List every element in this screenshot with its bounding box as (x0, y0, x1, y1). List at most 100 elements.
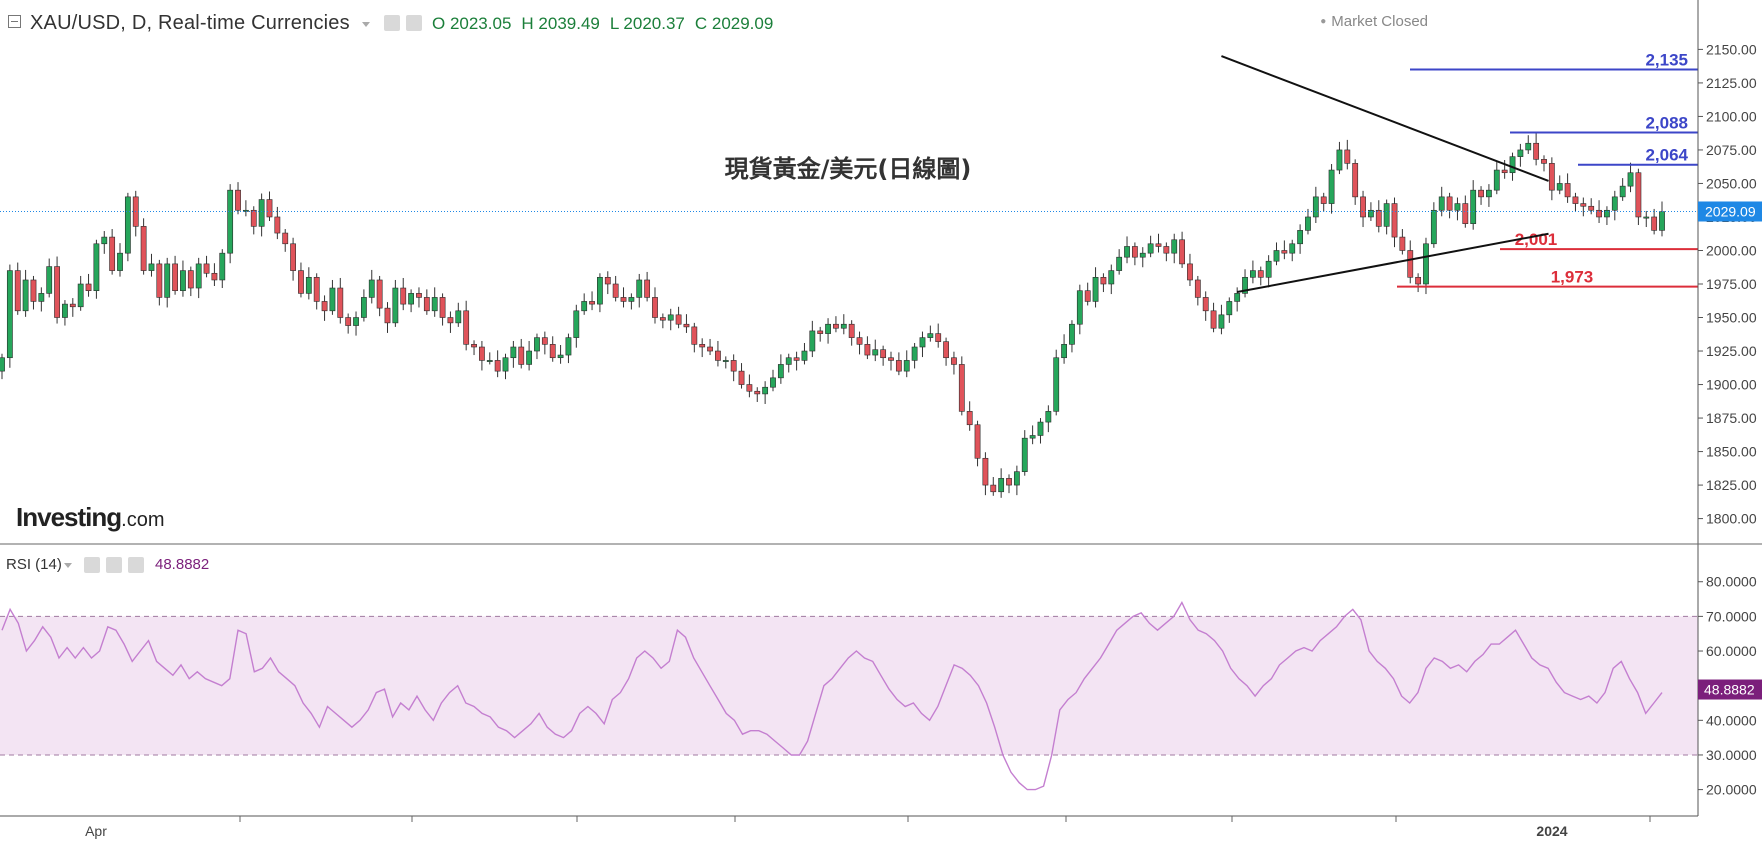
candle-body (345, 317, 352, 326)
candle-body (38, 293, 45, 302)
candle-body (1383, 203, 1390, 227)
candle-body (494, 360, 501, 372)
symbol-dropdown-icon[interactable] (362, 22, 370, 27)
high-value: H 2039.49 (521, 14, 600, 33)
candle-body (1289, 243, 1296, 254)
candle-body (1430, 209, 1437, 245)
candle-body (943, 341, 949, 359)
rsi-settings-icon[interactable] (106, 557, 122, 573)
candle-body (172, 263, 178, 292)
trendline (1221, 55, 1549, 182)
last-price-label: 2029.09 (1705, 203, 1756, 219)
candle-body (1100, 276, 1107, 285)
candle-body (644, 279, 651, 298)
candle-body (360, 297, 367, 318)
candle-body (203, 263, 210, 274)
candle-body (628, 297, 635, 302)
candle-body (227, 189, 234, 254)
price-tick-label: 2125.00 (1706, 75, 1757, 91)
candle-body (305, 276, 312, 294)
candle-body (1139, 252, 1146, 258)
candle-body (1187, 263, 1193, 281)
low-value: L 2020.37 (609, 14, 685, 33)
candle-body (250, 209, 257, 227)
level-label: 2,064 (1645, 146, 1688, 165)
rsi-value-tag (1698, 679, 1762, 700)
rsi-axis[interactable]: 80.000070.000060.000050.000040.000030.00… (1698, 574, 1762, 798)
candle-body (447, 317, 454, 324)
time-axis[interactable]: Apr 2024 (85, 816, 1651, 839)
candle-body (636, 279, 643, 298)
candle-body (801, 350, 808, 361)
rsi-dropdown-icon[interactable] (64, 563, 72, 568)
candle-body (856, 337, 863, 345)
candle-body (376, 279, 383, 309)
rsi-tick-label: 30.0000 (1706, 747, 1757, 763)
rsi-tick-label: 40.0000 (1706, 712, 1757, 728)
symbol-label[interactable]: XAU/USD, D, Real-time Currencies (30, 12, 350, 34)
rsi-visibility-icon[interactable] (84, 557, 100, 573)
candle-body (62, 303, 68, 318)
candle-body (935, 333, 942, 342)
candle-body (148, 263, 155, 271)
candle-body (1541, 159, 1547, 164)
price-axis[interactable]: 2150.002125.002100.002075.002050.002025.… (1698, 41, 1762, 527)
price-tick-label: 1825.00 (1706, 477, 1757, 493)
candle-body (1320, 196, 1327, 204)
candle-body (715, 350, 721, 361)
time-tick-label: 2024 (1536, 823, 1567, 839)
settings-icon[interactable] (406, 15, 422, 31)
candle-body (667, 314, 674, 321)
candle-body (888, 357, 894, 361)
rsi-value-tag-label: 48.8882 (1704, 682, 1755, 698)
candle-body (368, 279, 375, 298)
candle-body (541, 337, 548, 345)
visibility-icon[interactable] (384, 15, 400, 31)
candle-body (1061, 344, 1067, 359)
candle-body (1627, 172, 1634, 187)
candle-body (392, 287, 399, 324)
candle-body (833, 323, 839, 329)
candle-body (911, 346, 918, 361)
rsi-close-icon[interactable] (128, 557, 144, 573)
candle-body (880, 349, 887, 359)
candle-body (1021, 437, 1028, 472)
rsi-tick-label: 60.0000 (1706, 643, 1757, 659)
rsi-label[interactable]: RSI (14) (6, 556, 62, 573)
candle-body (463, 310, 470, 345)
candle-body (156, 263, 163, 298)
candle-body (1509, 156, 1516, 174)
candle-body (1053, 357, 1060, 412)
candle-body (140, 226, 147, 271)
candles-group (0, 133, 1665, 498)
candle-body (471, 344, 477, 348)
candle-body (439, 297, 446, 318)
collapse-icon[interactable] (8, 15, 21, 28)
candle-body (1092, 276, 1099, 302)
candle-body (1179, 239, 1185, 265)
candle-body (1076, 290, 1083, 325)
candle-body (1131, 246, 1138, 258)
candle-body (1171, 239, 1178, 254)
candle-body (707, 346, 713, 352)
candle-body (1069, 323, 1075, 345)
candle-body (597, 276, 603, 305)
candle-body (1147, 243, 1154, 254)
market-status: Market Closed (1320, 13, 1428, 30)
candle-body (1045, 411, 1052, 423)
candle-body (872, 349, 879, 356)
candle-body (974, 424, 981, 459)
trendlines-group (1221, 55, 1549, 294)
candle-body (0, 357, 5, 372)
candle-body (534, 337, 540, 352)
candle-body (180, 270, 186, 292)
candle-body (258, 199, 265, 227)
candle-body (1611, 196, 1618, 211)
candle-body (998, 478, 1005, 493)
candle-body (604, 276, 611, 285)
candle-body (1352, 163, 1359, 198)
candle-body (612, 283, 619, 298)
candle-body (85, 283, 92, 292)
candle-body (770, 377, 776, 388)
